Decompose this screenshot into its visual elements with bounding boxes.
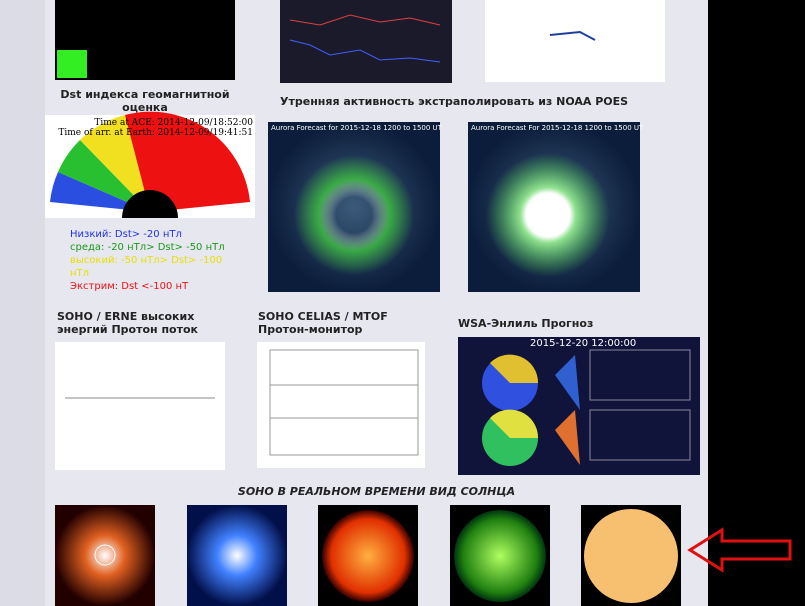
dst-title: Dst индекса геомагнитной оценка xyxy=(60,88,230,114)
level-low: Низкий: Dst> -20 нТл xyxy=(70,229,182,240)
dst-levels: Низкий: Dst> -20 нТл среда: -20 нТл> Dst… xyxy=(70,228,240,293)
panel-title: SOHO / ERNE высоких энергий Протон поток xyxy=(57,310,199,336)
time-arrival: Time of arr. at Earth: 2014-12-09/19:41:… xyxy=(58,128,253,138)
plot-image xyxy=(280,0,452,83)
time-ace: Time at ACE: 2014-12-09/18:52:00 xyxy=(94,118,253,128)
red-arrow xyxy=(687,527,792,573)
wsa-timestamp: 2015-12-20 12:00:00 xyxy=(530,338,637,349)
aurora-caption: Aurora Forecast For 2015-12-18 1200 to 1… xyxy=(471,124,644,132)
erne-image xyxy=(55,342,225,470)
plot-image xyxy=(485,0,665,82)
panel-title: SOHO CELIAS / MTOF Протон-монитор xyxy=(258,310,388,336)
dst-bar xyxy=(57,50,87,78)
aurora-caption: Aurora Forecast for 2015-12-18 1200 to 1… xyxy=(271,124,442,132)
sun-image xyxy=(187,505,287,606)
level-high: высокий: -50 нТл> Dst> -100 нТл xyxy=(70,255,223,279)
black-area xyxy=(708,0,805,606)
celias-image xyxy=(257,342,425,468)
level-mid: среда: -20 нТл> Dst> -50 нТл xyxy=(70,242,225,253)
sun-title: SOHO В РЕАЛЬНОМ ВРЕМЕНИ ВИД СОЛНЦА xyxy=(237,485,516,498)
level-extreme: Экстрим: Dst <-100 нТ xyxy=(70,281,189,292)
aurora-title: Утренняя активность экстраполировать из … xyxy=(280,95,629,108)
panel-title: WSA-Энлиль Прогноз xyxy=(458,317,594,330)
sun-image xyxy=(55,505,155,606)
